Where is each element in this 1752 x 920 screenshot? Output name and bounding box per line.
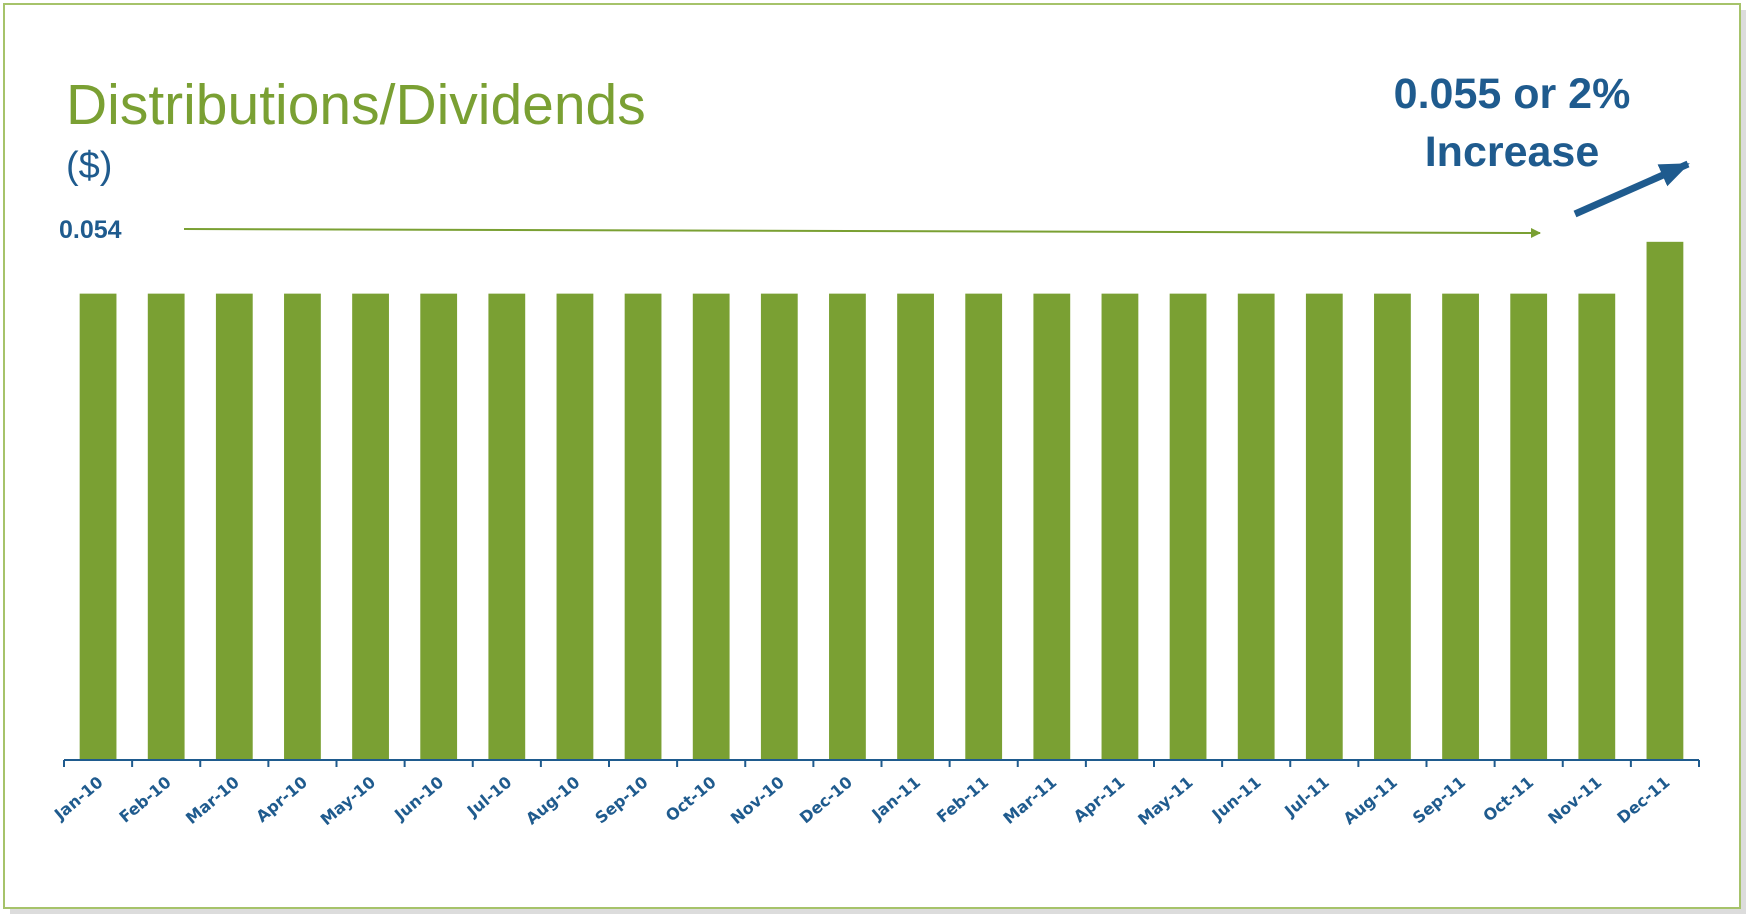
bar [1101, 293, 1139, 760]
bar [1374, 293, 1411, 760]
bar [1033, 293, 1071, 760]
bar [965, 293, 1003, 760]
bar [215, 293, 253, 760]
chart-title: Distributions/Dividends [66, 73, 646, 137]
bar [1237, 293, 1275, 760]
bar [352, 293, 389, 760]
bar [1646, 241, 1684, 760]
bar [1578, 293, 1616, 760]
bar [1169, 293, 1207, 760]
annotation: Increase [1425, 128, 1600, 176]
bar [556, 293, 594, 760]
bar [147, 293, 185, 760]
bar [284, 293, 321, 760]
bar [829, 293, 866, 760]
bar [897, 293, 934, 760]
annotation: 0.054 [59, 216, 122, 244]
bar [692, 293, 730, 760]
bar [488, 293, 526, 760]
chart-subtitle: ($) [66, 145, 112, 187]
bar [760, 293, 798, 760]
annotation-arrow [1573, 160, 1690, 218]
annotation: 0.055 or 2% [1394, 70, 1631, 118]
bar [79, 293, 117, 760]
bar [1305, 293, 1343, 760]
bar [420, 293, 458, 760]
bar [624, 293, 662, 760]
bar [1442, 293, 1479, 760]
annotation-arrow [183, 227, 1541, 238]
bar [1510, 293, 1548, 760]
